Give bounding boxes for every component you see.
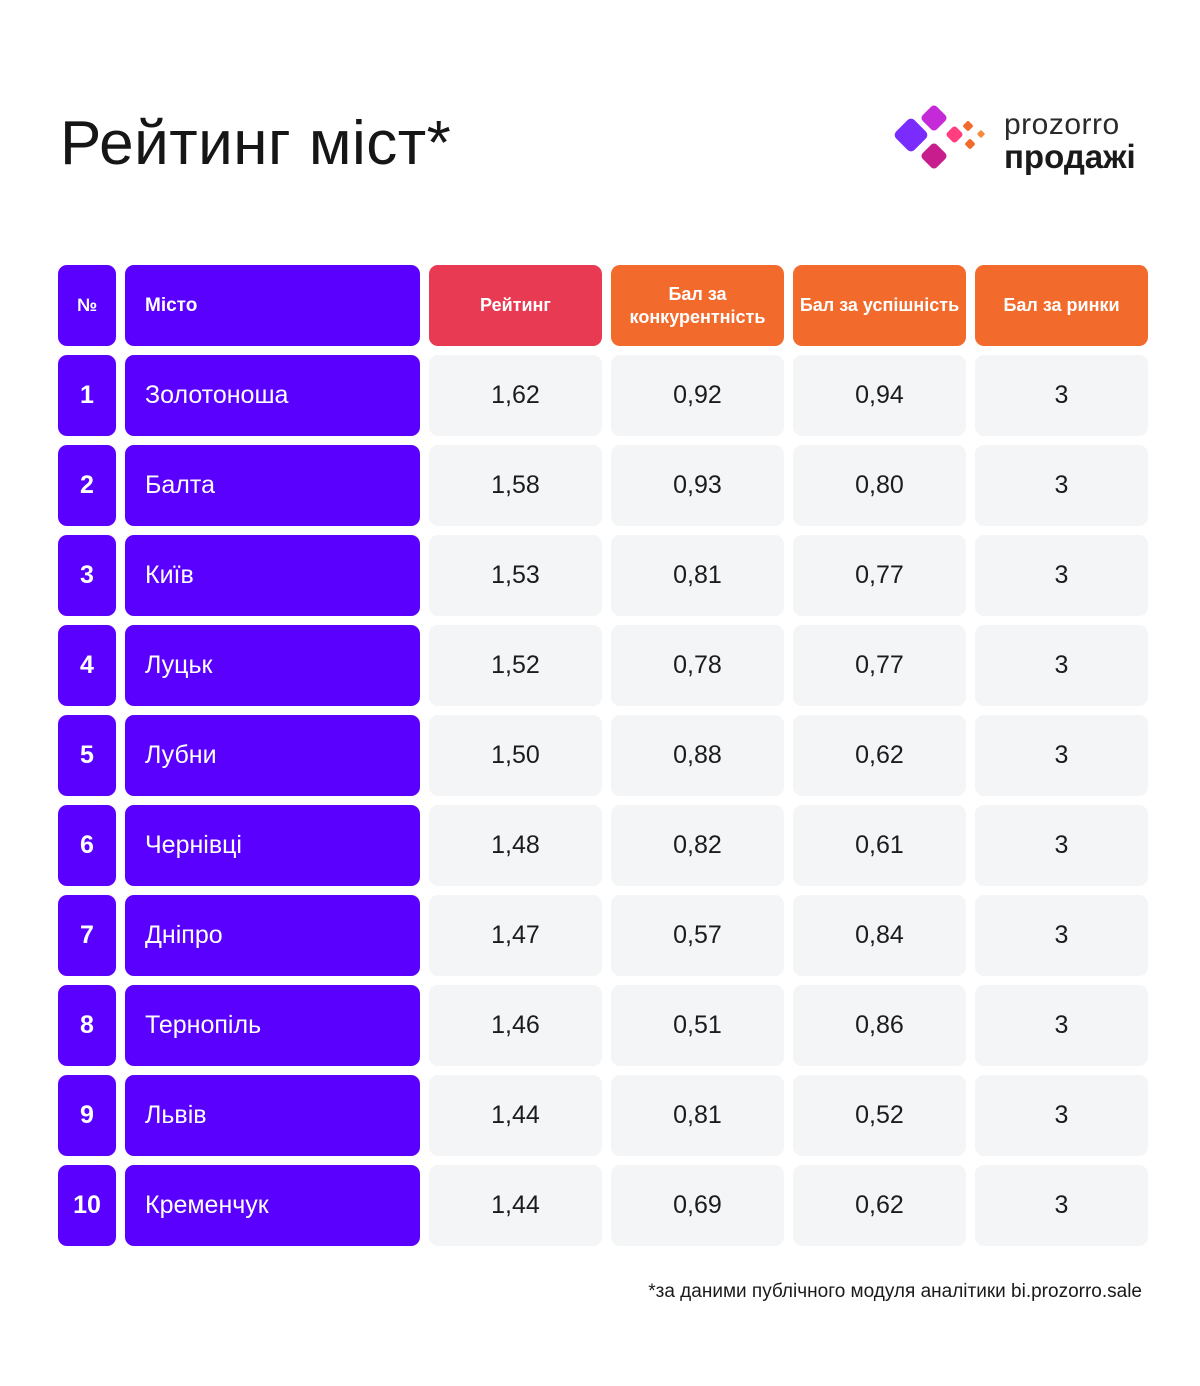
row-num: 2 bbox=[58, 445, 116, 526]
row-rating: 1,46 bbox=[429, 985, 602, 1066]
row-rating: 1,58 bbox=[429, 445, 602, 526]
row-markets: 3 bbox=[975, 1075, 1148, 1156]
row-success: 0,62 bbox=[793, 1165, 966, 1246]
row-markets: 3 bbox=[975, 445, 1148, 526]
row-num: 1 bbox=[58, 355, 116, 436]
header-success: Бал за успішність bbox=[793, 265, 966, 346]
row-num: 4 bbox=[58, 625, 116, 706]
row-success: 0,77 bbox=[793, 535, 966, 616]
row-markets: 3 bbox=[975, 805, 1148, 886]
row-success: 0,86 bbox=[793, 985, 966, 1066]
prozorro-logo: prozorro продажі bbox=[890, 100, 1150, 180]
row-rating: 1,48 bbox=[429, 805, 602, 886]
row-rating: 1,53 bbox=[429, 535, 602, 616]
row-num: 9 bbox=[58, 1075, 116, 1156]
row-num: 3 bbox=[58, 535, 116, 616]
row-competition: 0,92 bbox=[611, 355, 784, 436]
row-competition: 0,81 bbox=[611, 535, 784, 616]
prozorro-diamonds-icon bbox=[894, 105, 985, 169]
row-success: 0,77 bbox=[793, 625, 966, 706]
row-success: 0,84 bbox=[793, 895, 966, 976]
row-markets: 3 bbox=[975, 715, 1148, 796]
row-city: Золотоноша bbox=[125, 355, 420, 436]
header-city: Місто bbox=[125, 265, 420, 346]
ratings-table: № Місто Рейтинг Бал за конкурентність Ба… bbox=[58, 265, 1148, 1246]
row-success: 0,52 bbox=[793, 1075, 966, 1156]
logo-text-line1: prozorro bbox=[1004, 108, 1120, 141]
row-competition: 0,81 bbox=[611, 1075, 784, 1156]
row-rating: 1,44 bbox=[429, 1075, 602, 1156]
page-title: Рейтинг міст* bbox=[60, 109, 452, 178]
row-city: Дніпро bbox=[125, 895, 420, 976]
row-markets: 3 bbox=[975, 985, 1148, 1066]
footnote: *за даними публічного модуля аналітики b… bbox=[648, 1281, 1142, 1302]
row-city: Кременчук bbox=[125, 1165, 420, 1246]
row-city: Луцьк bbox=[125, 625, 420, 706]
row-markets: 3 bbox=[975, 625, 1148, 706]
row-markets: 3 bbox=[975, 1165, 1148, 1246]
row-num: 8 bbox=[58, 985, 116, 1066]
row-rating: 1,47 bbox=[429, 895, 602, 976]
row-num: 7 bbox=[58, 895, 116, 976]
row-num: 6 bbox=[58, 805, 116, 886]
row-success: 0,94 bbox=[793, 355, 966, 436]
row-rating: 1,50 bbox=[429, 715, 602, 796]
row-markets: 3 bbox=[975, 535, 1148, 616]
row-rating: 1,62 bbox=[429, 355, 602, 436]
row-markets: 3 bbox=[975, 355, 1148, 436]
header-num: № bbox=[58, 265, 116, 346]
row-city: Тернопіль bbox=[125, 985, 420, 1066]
row-city: Чернівці bbox=[125, 805, 420, 886]
row-competition: 0,78 bbox=[611, 625, 784, 706]
row-success: 0,80 bbox=[793, 445, 966, 526]
row-rating: 1,52 bbox=[429, 625, 602, 706]
row-city: Київ bbox=[125, 535, 420, 616]
row-city: Львів bbox=[125, 1075, 420, 1156]
row-num: 10 bbox=[58, 1165, 116, 1246]
header-rating: Рейтинг bbox=[429, 265, 602, 346]
header-competition: Бал за конкурентність bbox=[611, 265, 784, 346]
row-competition: 0,51 bbox=[611, 985, 784, 1066]
row-competition: 0,93 bbox=[611, 445, 784, 526]
logo-text-line2: продажі bbox=[1004, 138, 1136, 175]
row-rating: 1,44 bbox=[429, 1165, 602, 1246]
row-success: 0,62 bbox=[793, 715, 966, 796]
row-competition: 0,57 bbox=[611, 895, 784, 976]
row-competition: 0,69 bbox=[611, 1165, 784, 1246]
row-competition: 0,88 bbox=[611, 715, 784, 796]
row-city: Лубни bbox=[125, 715, 420, 796]
row-num: 5 bbox=[58, 715, 116, 796]
row-competition: 0,82 bbox=[611, 805, 784, 886]
header-markets: Бал за ринки bbox=[975, 265, 1148, 346]
row-markets: 3 bbox=[975, 895, 1148, 976]
row-success: 0,61 bbox=[793, 805, 966, 886]
row-city: Балта bbox=[125, 445, 420, 526]
